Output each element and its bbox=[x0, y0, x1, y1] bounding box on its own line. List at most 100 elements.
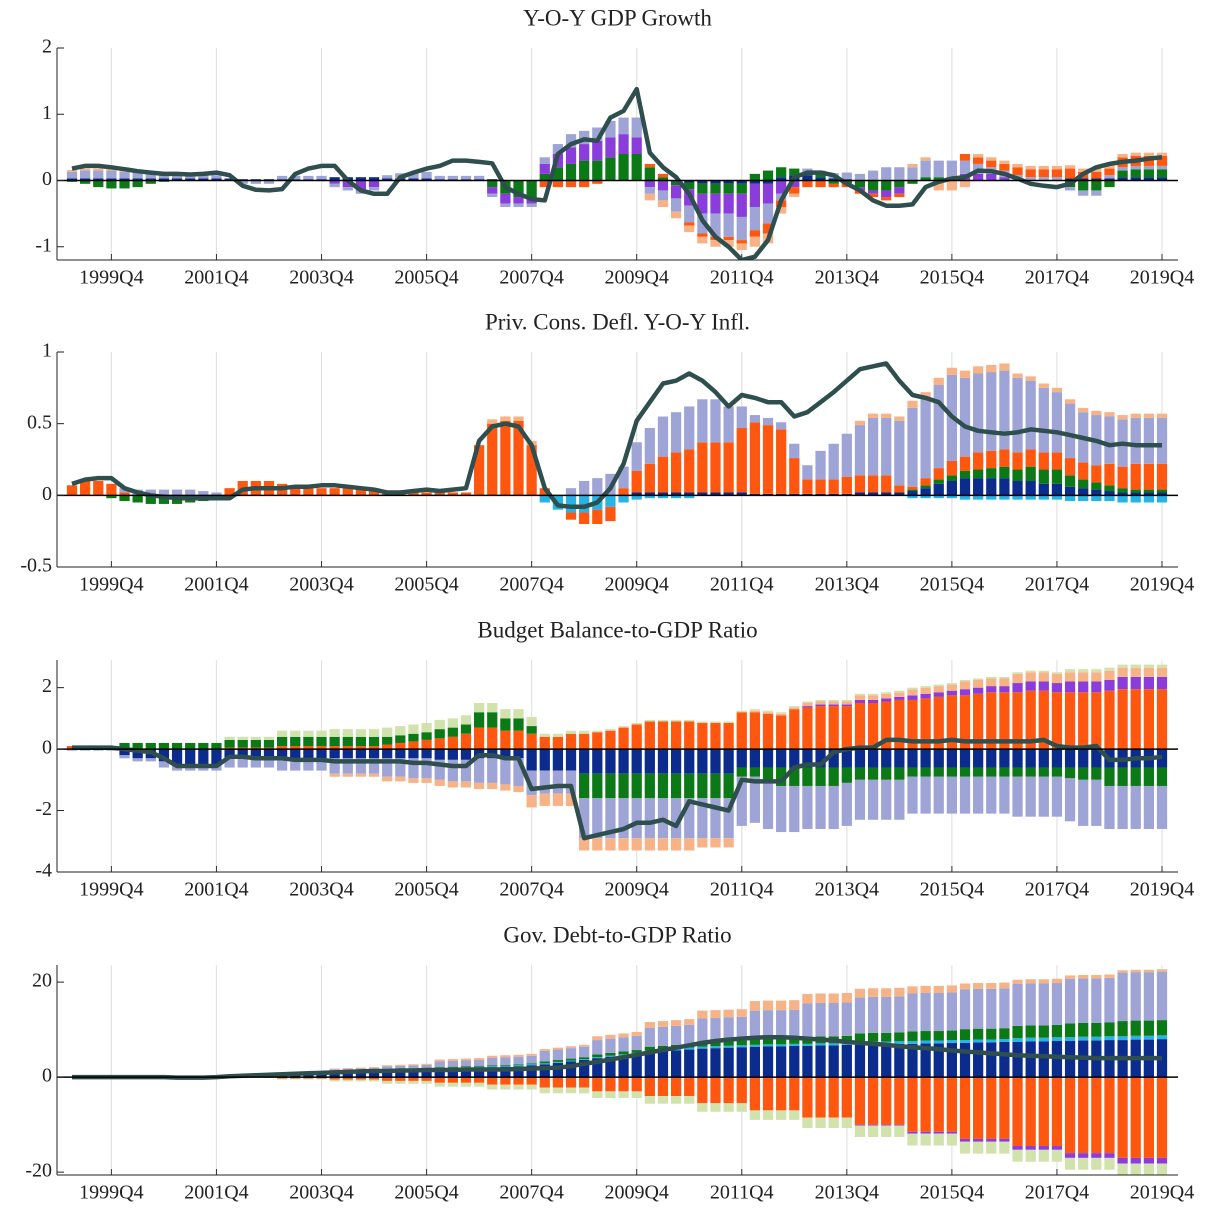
bar-segment bbox=[933, 776, 944, 814]
bar-segment bbox=[500, 193, 511, 204]
y-tick-label: 0.5 bbox=[27, 411, 52, 433]
bar-segment bbox=[1143, 463, 1154, 490]
chart-title: Budget Balance-to-GDP Ratio bbox=[477, 617, 757, 642]
bar-segment bbox=[854, 988, 866, 998]
bar-segment bbox=[854, 173, 866, 181]
bar-segment bbox=[736, 1045, 747, 1048]
bar-segment bbox=[920, 160, 931, 178]
bar-segment bbox=[1064, 692, 1076, 750]
bar-segment bbox=[644, 773, 655, 799]
bar-segment bbox=[828, 785, 839, 829]
bar-segment bbox=[579, 798, 590, 839]
bar-segment bbox=[460, 1060, 472, 1067]
bar-segment bbox=[697, 399, 708, 443]
bar-segment bbox=[749, 1044, 761, 1047]
bar-segment bbox=[237, 749, 248, 759]
bar-segment bbox=[500, 1057, 511, 1065]
bar-segment bbox=[789, 706, 800, 708]
bar-segment bbox=[447, 175, 458, 180]
bar-segment bbox=[749, 422, 761, 494]
bar-segment bbox=[736, 1040, 747, 1046]
bar-segment bbox=[999, 466, 1010, 479]
bar-segment bbox=[1051, 672, 1063, 674]
bar-segment bbox=[657, 719, 669, 722]
bar-segment bbox=[460, 749, 472, 760]
bar-segment bbox=[579, 481, 590, 496]
bar-segment bbox=[684, 749, 695, 774]
bar-segment bbox=[1117, 970, 1128, 973]
bar-segment bbox=[776, 715, 787, 750]
bar-segment bbox=[1143, 1077, 1154, 1158]
y-tick-label: -0.5 bbox=[20, 555, 52, 577]
bar-segment bbox=[539, 749, 550, 771]
bar-segment bbox=[999, 363, 1010, 371]
x-tick-label: 2003Q4 bbox=[289, 1182, 353, 1204]
bar-segment bbox=[1038, 690, 1049, 750]
bar-segment bbox=[565, 793, 577, 806]
bar-segment bbox=[316, 749, 327, 759]
bar-segment bbox=[250, 749, 261, 759]
bar-segment bbox=[854, 1125, 866, 1137]
bar-segment bbox=[1156, 664, 1168, 668]
bar-segment bbox=[736, 1077, 747, 1104]
bar-segment bbox=[1117, 495, 1128, 503]
y-tick-label: 2 bbox=[42, 36, 52, 58]
bar-segment bbox=[250, 739, 261, 748]
bar-segment bbox=[1064, 1077, 1076, 1154]
bar-segment bbox=[263, 749, 275, 759]
bar-segment bbox=[145, 758, 156, 762]
bar-segment bbox=[749, 1110, 761, 1120]
bar-segment bbox=[920, 687, 931, 694]
bar-segment bbox=[723, 838, 734, 848]
bar-segment bbox=[959, 154, 971, 161]
bar-segment bbox=[749, 776, 761, 823]
bar-segment bbox=[894, 167, 905, 181]
bar-segment bbox=[605, 1091, 616, 1099]
bar-segment bbox=[894, 193, 905, 198]
bar-segment bbox=[1051, 749, 1063, 768]
bar-segment bbox=[145, 180, 156, 184]
bar-segment bbox=[552, 144, 564, 154]
bar-segment bbox=[605, 773, 616, 799]
bars bbox=[66, 86, 1168, 260]
bar-segment bbox=[1078, 749, 1089, 768]
bar-segment bbox=[644, 492, 655, 496]
bar-segment bbox=[1025, 749, 1036, 768]
bar-segment bbox=[1051, 483, 1063, 496]
bar-segment bbox=[1038, 1149, 1049, 1162]
bar-segment bbox=[1143, 152, 1154, 156]
bar-segment bbox=[697, 1018, 708, 1042]
bar-segment bbox=[828, 1003, 839, 1037]
bar-segment bbox=[185, 178, 196, 181]
bar-segment bbox=[1012, 692, 1023, 750]
bar-segment bbox=[618, 1037, 629, 1052]
bar-segment bbox=[841, 704, 852, 707]
bar-segment bbox=[513, 203, 524, 207]
bar-segment bbox=[1091, 495, 1102, 502]
bar-segment bbox=[710, 1046, 721, 1049]
bar-segment bbox=[1130, 165, 1141, 170]
bar-segment bbox=[657, 721, 669, 750]
bar-segment bbox=[920, 1131, 931, 1134]
bar-segment bbox=[1104, 1036, 1115, 1041]
bar-segment bbox=[1130, 1157, 1141, 1164]
bar-segment bbox=[1156, 969, 1168, 972]
bar-segment bbox=[697, 798, 708, 839]
bar-segment bbox=[644, 163, 655, 168]
x-tick-label: 2015Q4 bbox=[920, 267, 984, 289]
bar-segment bbox=[1143, 169, 1154, 178]
bar-segment bbox=[263, 758, 275, 768]
bar-segment bbox=[171, 175, 183, 179]
bar-segment bbox=[946, 1042, 958, 1078]
bar-segment bbox=[854, 779, 866, 820]
bar-segment bbox=[710, 722, 721, 750]
bar-segment bbox=[382, 178, 393, 181]
bar-segment bbox=[723, 721, 734, 723]
x-tick-label: 1999Q4 bbox=[79, 1182, 143, 1204]
bar-segment bbox=[447, 718, 458, 728]
bar-segment bbox=[710, 1103, 721, 1112]
bar-segment bbox=[946, 475, 958, 481]
bar-segment bbox=[986, 776, 997, 814]
bar-segment bbox=[605, 1056, 616, 1078]
bar-segment bbox=[907, 687, 918, 690]
